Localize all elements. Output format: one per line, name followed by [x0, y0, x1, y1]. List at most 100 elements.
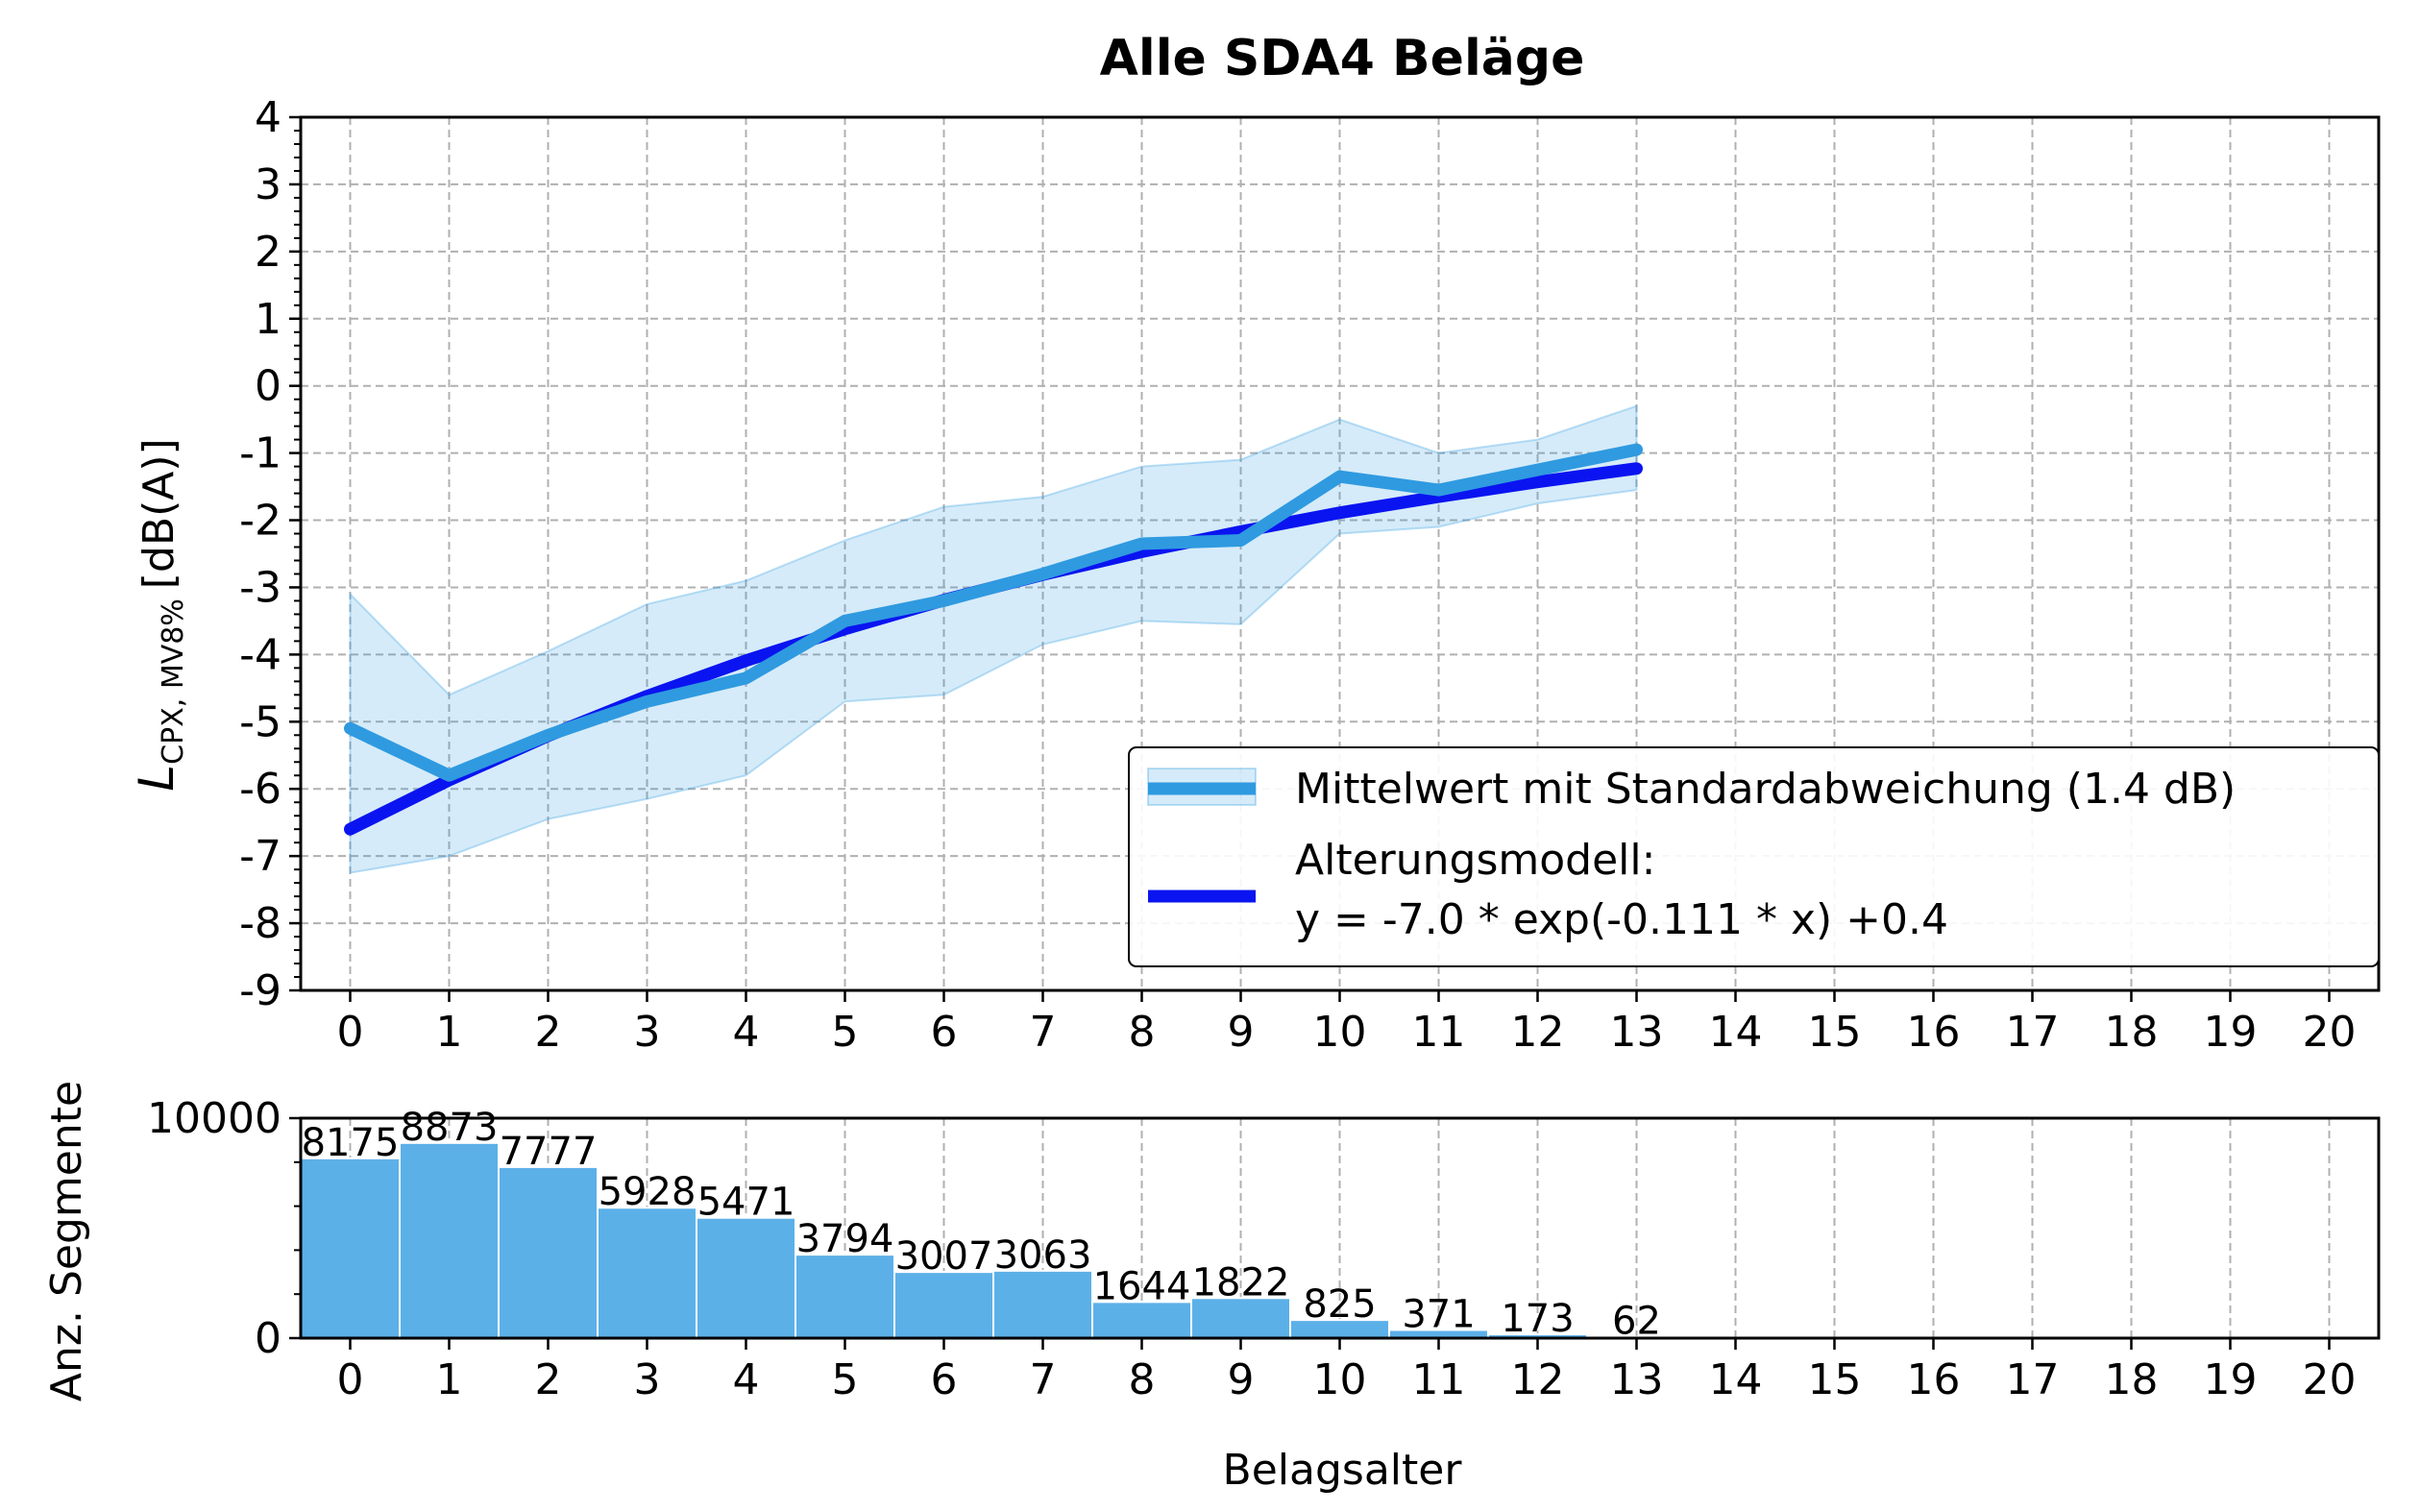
top-y-tick-label: 4 [255, 93, 281, 142]
bar-value-label: 5928 [599, 1170, 697, 1214]
bottom-x-tick-label: 2 [535, 1355, 562, 1404]
bar-value-label: 173 [1501, 1297, 1574, 1341]
bar-value-label: 371 [1402, 1293, 1475, 1337]
bar [399, 1141, 500, 1340]
bar-value-label: 3794 [796, 1217, 894, 1261]
bar-value-label: 1644 [1093, 1264, 1191, 1308]
bottom-x-tick-label: 1 [436, 1355, 463, 1404]
bottom-x-tick-label: 4 [733, 1355, 760, 1404]
legend: Mittelwert mit Standardabweichung (1.4 d… [1128, 746, 2380, 967]
y-label-unit: [dB(A)] [134, 438, 183, 589]
bar-value-label: 7777 [500, 1130, 598, 1174]
bottom-y-tick-label: 10000 [147, 1094, 281, 1143]
bar-value-label: 1822 [1192, 1260, 1290, 1305]
bar-value-label: 8175 [302, 1121, 400, 1165]
top-x-tick-label: 12 [1511, 1008, 1565, 1057]
bar [992, 1269, 1093, 1339]
bottom-x-tick-label: 12 [1511, 1355, 1565, 1404]
top-x-tick-label: 1 [436, 1008, 463, 1057]
bar [597, 1207, 697, 1339]
legend-model-label: Alterungsmodell: [1295, 836, 1655, 885]
bar [300, 1157, 401, 1339]
top-x-tick-label: 5 [832, 1008, 859, 1057]
bars [300, 1141, 1687, 1340]
top-y-axis-label: LCPX, MV8% [dB(A)] [129, 438, 190, 791]
top-x-tick-label: 20 [2303, 1008, 2357, 1057]
top-y-tick-label: -8 [239, 899, 281, 948]
bottom-x-tick-label: 7 [1030, 1355, 1057, 1404]
bottom-x-tick-label: 19 [2204, 1355, 2258, 1404]
top-x-tick-label: 19 [2204, 1008, 2258, 1057]
top-x-tick-label: 2 [535, 1008, 562, 1057]
bar [1190, 1297, 1291, 1340]
bottom-x-tick-label: 10 [1313, 1355, 1367, 1404]
y-label-subscript: CPX, MV8% [157, 598, 190, 765]
bottom-x-tick-labels: 0 1 2 3 4 5 6 7 8 9 10 11 12 13 14 15 16 17 18 19 20 [337, 1355, 2357, 1404]
bottom-x-tick-label: 20 [2303, 1355, 2357, 1404]
bottom-y-tick-label: 0 [255, 1314, 281, 1363]
bottom-x-tick-label: 3 [634, 1355, 661, 1404]
bottom-x-tick-label: 8 [1129, 1355, 1156, 1404]
top-x-tick-label: 18 [2105, 1008, 2159, 1057]
bar-value-label: 3063 [994, 1233, 1092, 1278]
bottom-x-tick-label: 17 [2006, 1355, 2060, 1404]
bottom-x-tick-label: 15 [1808, 1355, 1862, 1404]
y-label-symbol: L [129, 765, 184, 792]
bar [498, 1165, 599, 1340]
top-x-tick-label: 8 [1129, 1008, 1156, 1057]
bottom-x-tick-label: 5 [832, 1355, 859, 1404]
bar [893, 1271, 994, 1339]
top-x-tick-label: 6 [931, 1008, 958, 1057]
top-x-tick-label: 10 [1313, 1008, 1367, 1057]
top-x-tick-label: 13 [1610, 1008, 1664, 1057]
legend-mean-label: Mittelwert mit Standardabweichung (1.4 d… [1295, 765, 2236, 814]
bottom-x-tick-label: 11 [1412, 1355, 1466, 1404]
bar-value-label: 3007 [895, 1234, 993, 1279]
bottom-x-tick-label: 9 [1228, 1355, 1255, 1404]
bottom-x-tick-label: 16 [1907, 1355, 1961, 1404]
top-plot: 0 1 2 3 4 5 6 7 8 9 10 11 12 13 14 15 16 17 18 19 20 43210-1… [129, 93, 2381, 1057]
top-y-tick-label: -1 [239, 429, 281, 478]
top-x-tick-label: 7 [1030, 1008, 1057, 1057]
mean-line [344, 443, 1643, 782]
bar-value-label: 62 [1612, 1300, 1661, 1344]
bottom-x-tick-label: 13 [1610, 1355, 1664, 1404]
top-y-tick-labels: 4 3 2 1 0 -1 -2 -3 -4 -5 -6 -7 -8 -9 [239, 93, 281, 1015]
legend-model-formula: y = -7.0 * exp(-0.111 * x) +0.4 [1295, 895, 1948, 944]
bar [1091, 1301, 1192, 1340]
top-ticks [289, 115, 2331, 1002]
legend-box [1128, 746, 2380, 967]
bottom-ticks [289, 1116, 2331, 1350]
top-y-tick-label: 0 [255, 362, 281, 411]
top-x-tick-labels: 0 1 2 3 4 5 6 7 8 9 10 11 12 13 14 15 16 17 18 19 20 [337, 1008, 2357, 1057]
top-x-tick-label: 9 [1228, 1008, 1255, 1057]
bottom-x-tick-label: 18 [2105, 1355, 2159, 1404]
x-axis-label: Belagsalter [1223, 1446, 1463, 1495]
bar-value-label: 825 [1303, 1282, 1376, 1327]
top-y-tick-label: -6 [239, 765, 281, 814]
top-y-tick-label: -4 [239, 630, 281, 679]
bottom-y-tick-labels: 10000 0 [147, 1094, 281, 1363]
bar-value-label: 8873 [401, 1106, 499, 1150]
top-x-tick-label: 0 [337, 1008, 364, 1057]
top-x-tick-label: 11 [1412, 1008, 1466, 1057]
bottom-y-axis-label: Anz. Segmente [42, 1081, 91, 1402]
top-x-tick-label: 17 [2006, 1008, 2060, 1057]
top-y-tick-label: -9 [239, 966, 281, 1015]
top-y-tick-label: -3 [239, 563, 281, 612]
top-x-tick-label: 3 [634, 1008, 661, 1057]
top-y-tick-label: -7 [239, 832, 281, 881]
bottom-x-tick-label: 14 [1709, 1355, 1763, 1404]
top-x-tick-label: 15 [1808, 1008, 1862, 1057]
top-y-tick-label: -5 [239, 697, 281, 746]
top-x-tick-label: 4 [733, 1008, 760, 1057]
bar [696, 1216, 796, 1340]
bar-value-label: 5471 [697, 1181, 795, 1225]
bottom-x-tick-label: 0 [337, 1355, 364, 1404]
bar [794, 1254, 895, 1340]
bottom-x-tick-label: 6 [931, 1355, 958, 1404]
chart-title: Alle SDA4 Beläge [1100, 30, 1585, 87]
